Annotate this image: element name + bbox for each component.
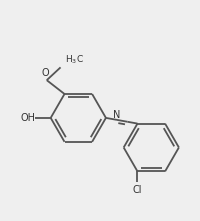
Text: N: N [113,110,121,120]
Text: O: O [42,68,50,78]
Text: Cl: Cl [133,185,142,195]
Text: H$_3$C: H$_3$C [65,53,84,66]
Text: OH: OH [21,113,36,123]
